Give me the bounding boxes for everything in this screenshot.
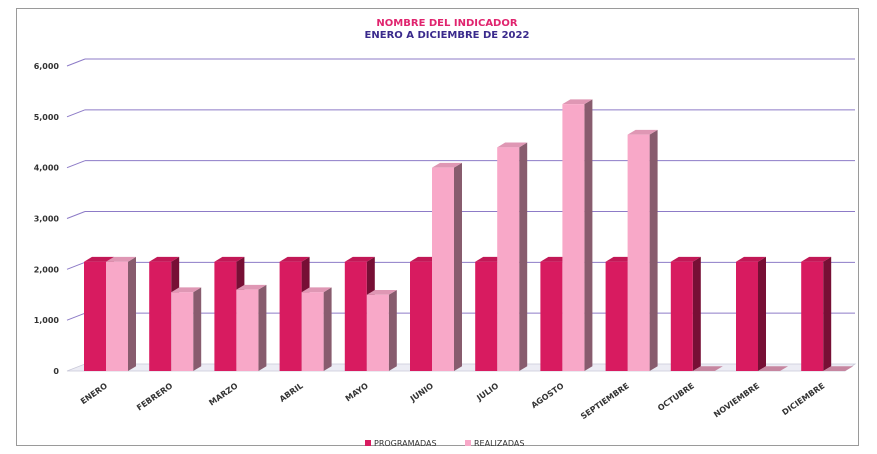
chart-subtitle: ENERO A DICIEMBRE DE 2022	[365, 30, 530, 41]
bar-realizadas-julio	[497, 142, 528, 371]
gridline-depth	[66, 58, 86, 67]
bar-realizadas-noviembre	[758, 366, 788, 371]
chart-title: NOMBRE DEL INDICADOR	[376, 18, 517, 29]
bar-programadas-octubre	[670, 256, 701, 371]
gridline-depth	[66, 160, 86, 169]
x-axis: ENERO FEBRERO MARZO ABRIL MAYO JUNIO JULIO AGOS…	[79, 381, 826, 421]
x-tick-label: JUNIO	[408, 381, 435, 404]
x-tick-label: ENERO	[79, 381, 109, 406]
bar-realizadas-diciembre	[823, 366, 854, 371]
legend-swatch-realizadas	[465, 440, 471, 446]
gridline-depth	[66, 312, 86, 321]
bar-realizadas-mayo	[366, 289, 397, 371]
x-tick-label: AGOSTO	[530, 381, 566, 410]
bar-realizadas-enero	[106, 256, 136, 371]
y-tick-label: 2,000	[34, 265, 60, 274]
bar-programadas-diciembre	[801, 256, 832, 371]
chart-frame: NOMBRE DEL INDICADOR ENERO A DICIEMBRE D…	[16, 8, 859, 447]
gridline-depth	[66, 211, 86, 219]
gridline-depth	[66, 109, 86, 118]
legend-label-programadas: PROGRAMADAS	[374, 439, 437, 447]
legend-label-realizadas: REALIZADAS	[474, 439, 524, 447]
y-tick-label: 3,000	[34, 215, 60, 224]
legend: PROGRAMADAS REALIZADAS	[365, 439, 524, 447]
bar-realizadas-marzo	[236, 284, 267, 371]
x-tick-label: FEBRERO	[135, 381, 174, 412]
y-axis: 0 1,000 2,000 3,000 4,000 5,000 6,000	[34, 62, 60, 376]
bar-realizadas-junio	[432, 162, 462, 371]
x-tick-label: ABRIL	[278, 381, 305, 404]
bar-chart: NOMBRE DEL INDICADOR ENERO A DICIEMBRE D…	[34, 18, 857, 447]
bar-realizadas-septiembre	[627, 129, 658, 371]
x-tick-label: MARZO	[207, 381, 239, 407]
y-tick-label: 4,000	[34, 164, 60, 173]
bar-programadas-noviembre	[736, 256, 766, 371]
y-tick-label: 0	[53, 367, 59, 376]
x-tick-label: JULIO	[474, 381, 500, 403]
x-tick-label: DICIEMBRE	[781, 381, 827, 417]
x-tick-label: NOVIEMBRE	[712, 381, 761, 419]
x-tick-label: SEPTIEMBRE	[579, 381, 631, 421]
y-tick-label: 1,000	[34, 316, 60, 325]
legend-swatch-programadas	[365, 440, 371, 446]
x-tick-label: OCTUBRE	[656, 381, 696, 413]
gridlines	[66, 58, 855, 321]
bar-realizadas-agosto	[562, 99, 593, 371]
bars	[84, 99, 854, 371]
gridline-depth	[66, 261, 86, 270]
y-tick-label: 5,000	[34, 113, 60, 122]
y-tick-label: 6,000	[34, 62, 60, 71]
bar-realizadas-febrero	[171, 287, 202, 371]
bar-realizadas-octubre	[692, 366, 723, 371]
bar-realizadas-abril	[301, 287, 332, 371]
x-tick-label: MAYO	[344, 381, 370, 403]
